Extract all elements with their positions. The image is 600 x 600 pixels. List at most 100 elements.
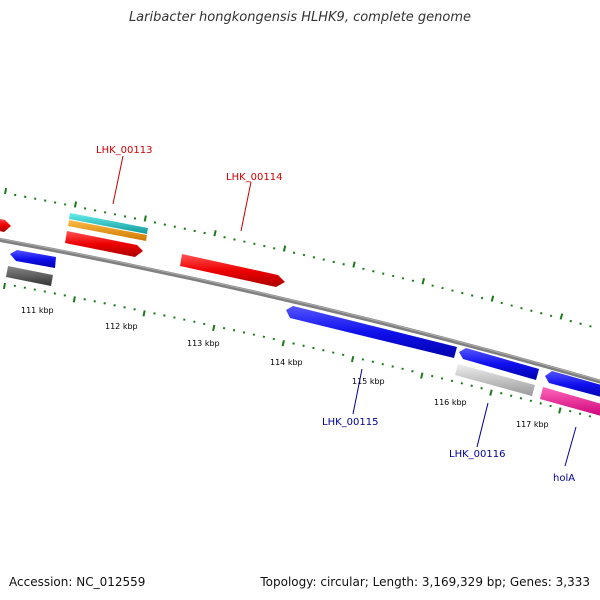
major-tick [143,215,147,222]
gene-orange-feature[interactable] [68,220,147,241]
minor-tick [183,227,186,231]
minor-tick [509,394,513,398]
major-tick [559,313,564,320]
minor-tick [569,409,572,413]
minor-tick [431,284,434,287]
major-tick [489,389,493,396]
minor-tick [203,231,206,235]
major-tick [352,261,356,268]
minor-tick [510,304,513,307]
minor-tick [440,377,444,380]
minor-tick [539,402,542,405]
minor-tick [441,286,444,290]
minor-tick [480,387,483,390]
minor-tick [341,353,345,357]
gene-lhk-00113-arrow[interactable] [65,231,143,257]
major-tick [421,278,425,285]
gene-left-blue-arrow[interactable] [10,250,56,268]
minor-tick [519,397,523,400]
minor-tick [520,306,523,310]
minor-tick [451,289,454,292]
gene-cyan-feature[interactable] [69,213,148,234]
minor-tick [232,329,236,332]
minor-tick [540,312,543,315]
minor-tick [530,309,533,312]
minor-tick [223,236,226,239]
topology-text: Topology: circular; Length: 3,169,329 bp… [260,575,590,589]
minor-tick [470,384,473,388]
leader-lhk-00114 [240,181,252,232]
major-tick [350,355,355,363]
gene-label-lhk-00115[interactable]: LHK_00115 [322,417,378,428]
minor-tick [411,370,414,373]
minor-tick [401,367,404,371]
inner-tick-track [2,282,592,418]
gene-lhk-00116-blue-arrow[interactable] [459,348,539,380]
ruler-label-116kbp: 116 kbp [434,398,467,407]
gene-left-gray-feature[interactable] [6,266,53,286]
leader-hola [564,426,577,467]
minor-tick [371,360,375,364]
minor-tick [529,399,533,403]
minor-tick [480,296,484,300]
major-tick [142,310,146,317]
minor-tick [391,274,395,278]
major-tick [420,372,424,379]
major-tick [213,230,217,237]
minor-tick [361,358,365,361]
minor-tick [362,267,365,271]
minor-tick [450,379,454,383]
major-tick [558,407,562,414]
minor-tick [391,365,394,368]
major-tick [281,340,285,347]
minor-tick [578,412,582,415]
ruler-label-114kbp: 114 kbp [270,358,303,367]
gene-lhk-00115-arrow[interactable] [286,306,457,358]
ruler-label-117kbp: 117 kbp [516,420,549,429]
minor-tick [382,272,385,275]
gene-left-red-arrow[interactable] [0,218,11,232]
gene-label-hola[interactable]: holA [553,473,575,484]
minor-tick [549,404,552,408]
minor-tick [312,346,315,350]
minor-tick [292,251,296,254]
minor-tick [302,344,305,347]
minor-tick [589,325,592,328]
minor-tick [579,322,582,325]
gene-lhk-00114-arrow[interactable] [180,254,285,287]
minor-tick [322,349,325,352]
ruler-label-112kbp: 112 kbp [105,322,138,331]
minor-tick [163,223,167,226]
minor-tick [253,242,256,246]
minor-tick [342,262,345,266]
minor-tick [332,351,335,354]
major-tick [4,187,8,195]
minor-tick [500,392,503,395]
outer-tick-track [4,187,592,328]
leader-lhk-00113 [112,155,124,205]
gene-right-blue-arrow[interactable] [545,371,600,398]
minor-tick [500,301,503,305]
minor-tick [372,269,375,273]
major-tick [73,201,78,208]
gene-label-lhk-00113[interactable]: LHK_00113 [96,145,152,156]
major-tick [282,245,287,252]
gene-label-lhk-00116[interactable]: LHK_00116 [449,449,505,460]
leader-lhk-00115 [352,368,363,415]
genome-backbone-highlight [0,238,600,382]
minor-tick [460,382,464,385]
major-tick [490,295,495,302]
minor-tick [381,362,384,366]
accession-text: Accession: NC_012559 [9,575,146,589]
minor-tick [262,335,266,339]
minor-tick [569,319,572,323]
major-tick [2,282,6,290]
genome-title: Laribacter hongkongensis HLHK9, complete… [128,10,472,25]
gene-lhk-00116-gray-feature[interactable] [455,364,535,396]
gene-hola-arrow[interactable] [540,387,600,417]
gene-label-lhk-00114[interactable]: LHK_00114 [226,172,282,183]
ruler-label-113kbp: 113 kbp [187,339,220,348]
ruler-label-115kbp: 115 kbp [352,377,385,386]
